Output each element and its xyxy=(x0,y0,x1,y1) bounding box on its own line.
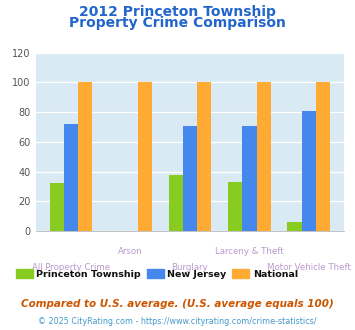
Bar xyxy=(257,82,271,231)
Bar xyxy=(78,82,92,231)
Bar xyxy=(64,124,78,231)
Bar xyxy=(50,183,64,231)
Text: Compared to U.S. average. (U.S. average equals 100): Compared to U.S. average. (U.S. average … xyxy=(21,299,334,309)
Bar xyxy=(242,125,257,231)
Bar xyxy=(316,82,330,231)
Text: Motor Vehicle Theft: Motor Vehicle Theft xyxy=(267,263,351,272)
Bar xyxy=(288,222,302,231)
Bar xyxy=(197,82,211,231)
Text: Property Crime Comparison: Property Crime Comparison xyxy=(69,16,286,30)
Bar xyxy=(183,125,197,231)
Text: © 2025 CityRating.com - https://www.cityrating.com/crime-statistics/: © 2025 CityRating.com - https://www.city… xyxy=(38,317,317,326)
Bar xyxy=(302,111,316,231)
Text: Larceny & Theft: Larceny & Theft xyxy=(215,247,284,256)
Bar xyxy=(138,82,152,231)
Bar xyxy=(169,175,183,231)
Text: Burglary: Burglary xyxy=(171,263,208,272)
Bar xyxy=(228,182,242,231)
Text: Arson: Arson xyxy=(118,247,143,256)
Text: 2012 Princeton Township: 2012 Princeton Township xyxy=(79,5,276,19)
Text: All Property Crime: All Property Crime xyxy=(32,263,110,272)
Legend: Princeton Township, New Jersey, National: Princeton Township, New Jersey, National xyxy=(12,265,302,282)
